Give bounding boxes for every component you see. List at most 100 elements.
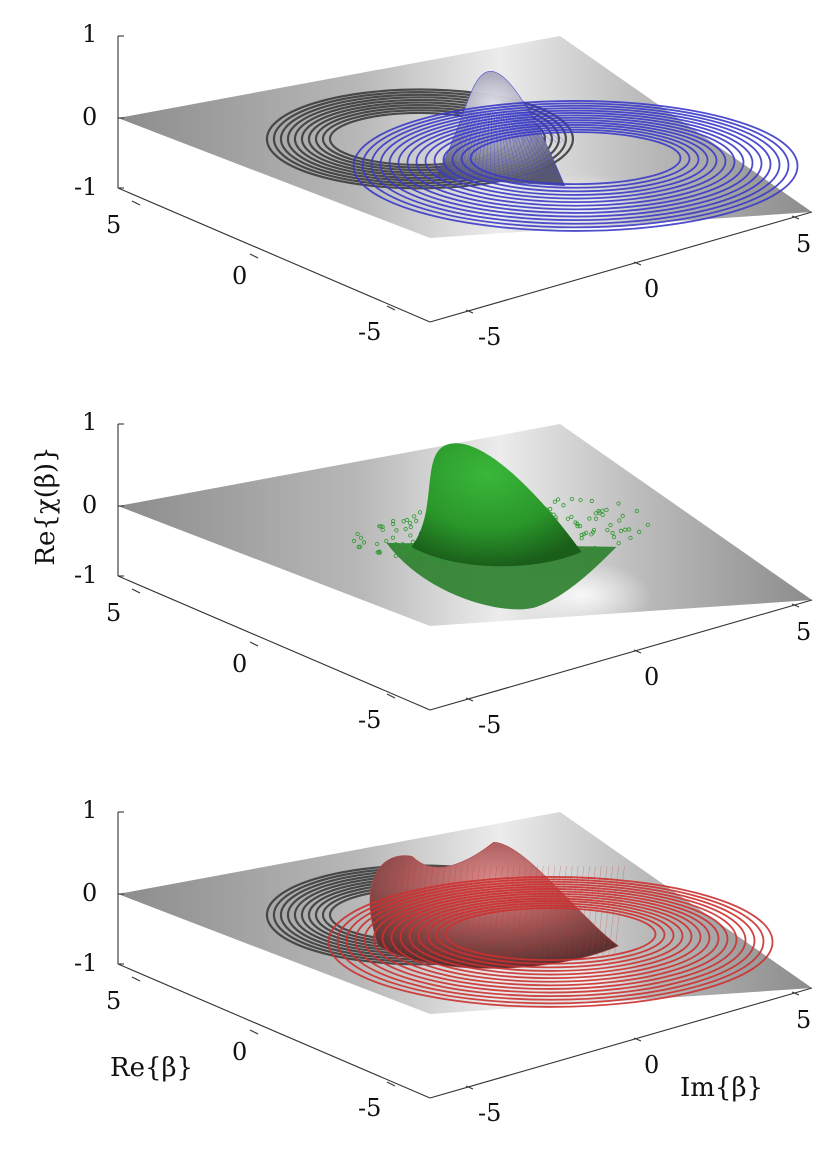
front-ring (406, 114, 745, 211)
scatter-point (616, 541, 621, 546)
scatter-point (634, 508, 639, 514)
front-ring (372, 888, 729, 990)
im-tick (791, 991, 800, 996)
scatter-point (628, 535, 633, 541)
front-ring (424, 119, 727, 204)
z-tick-label: -1 (74, 173, 97, 201)
front-ring (397, 112, 754, 214)
scatter-point (575, 524, 580, 529)
scatter-point (412, 514, 417, 519)
scatter-point (403, 527, 408, 532)
z-axis-title: Re{χ(β)} (31, 446, 61, 565)
scatter-point (561, 503, 566, 508)
re-tick (386, 305, 396, 311)
im-tick (465, 309, 474, 314)
scatter-point (375, 550, 380, 555)
front-ring (381, 890, 720, 987)
scatter-point (417, 510, 423, 515)
im-tick-label: -5 (478, 323, 501, 351)
front-ring (345, 880, 756, 1001)
surface-meshline (405, 865, 416, 956)
scatter-point (410, 556, 415, 561)
im-tick-label: -5 (478, 711, 501, 739)
scatter-point (618, 528, 624, 533)
scatter-point (627, 527, 632, 532)
scatter-point (361, 540, 367, 545)
re-tick (249, 1029, 259, 1035)
scatter-point (589, 498, 594, 504)
scatter-point (394, 528, 399, 533)
re-axis-title: Re{β} (110, 1053, 193, 1083)
scatter-point (380, 527, 385, 532)
scatter-point (408, 524, 413, 530)
re-tick (386, 693, 396, 699)
scatter-point (377, 550, 382, 555)
re-tick-label: 0 (232, 1038, 247, 1066)
scatter-point (620, 513, 625, 518)
scatter-point (645, 522, 650, 527)
re-tick-label: 5 (106, 211, 121, 239)
back-ring (272, 91, 568, 187)
re-tick (386, 1081, 396, 1087)
front-ring (433, 121, 718, 200)
surface-meshline (515, 865, 527, 956)
scatter-point (390, 535, 395, 540)
scatter-point (565, 516, 570, 521)
im-tick (465, 1085, 474, 1090)
scatter-point (605, 527, 610, 533)
im-tick (791, 603, 800, 608)
scatter-point (593, 516, 599, 521)
scatter-point (403, 550, 409, 555)
scatter-point (401, 550, 406, 555)
front-ring (426, 902, 675, 969)
z-tick-label: 0 (82, 103, 97, 131)
im-tick (465, 697, 474, 702)
scatter-point (610, 530, 615, 536)
panel-bottom: 1 0 -1 5 0 -5 -5 0 5 Re{β} Im{β} (74, 796, 813, 1127)
front-ring (352, 100, 799, 232)
front-ring (354, 883, 747, 998)
scatter-point (569, 496, 574, 502)
scatter-point (590, 530, 596, 535)
re-tick-label: 0 (232, 650, 247, 678)
scatter-point (591, 527, 597, 533)
scatter-point (408, 520, 413, 526)
front-ring (451, 126, 700, 193)
scatter-point (413, 553, 419, 558)
scatter-point (555, 497, 561, 502)
surface-peak (411, 443, 582, 567)
scatter-point (401, 519, 406, 524)
scatter-point (587, 516, 592, 521)
front-ring (390, 892, 711, 983)
z-tick-label: 1 (82, 20, 97, 48)
im-axis-line (429, 211, 813, 323)
im-tick (633, 1037, 642, 1042)
scatter-point (596, 509, 601, 514)
scatter-point (579, 536, 584, 541)
re-axis-line (117, 187, 431, 323)
scatter-point (552, 499, 557, 504)
scatter-point (617, 518, 622, 523)
re-tick-label: -5 (358, 1094, 381, 1122)
re-axis-line (117, 575, 431, 711)
back-ring (293, 98, 547, 180)
im-tick-label: 5 (796, 1006, 811, 1034)
im-axis-line (429, 599, 813, 711)
im-axis-line (429, 987, 813, 1099)
front-ring (417, 900, 684, 972)
z-tick-label: -1 (74, 561, 97, 589)
scatter-point (578, 498, 583, 503)
z-tick-label: 1 (82, 796, 97, 824)
im-tick (633, 261, 642, 266)
im-tick-label: 5 (796, 618, 811, 646)
scatter-point (410, 539, 416, 544)
z-tick-label: 1 (82, 408, 97, 436)
im-tick-label: 0 (644, 1051, 659, 1079)
surface-meshline (573, 865, 585, 956)
scatter-point (608, 523, 613, 528)
im-axis-title: Im{β} (680, 1073, 763, 1103)
im-tick-label: 5 (796, 230, 811, 258)
front-ring (460, 128, 691, 189)
front-ring (379, 107, 772, 222)
surface-meshline (393, 865, 405, 956)
